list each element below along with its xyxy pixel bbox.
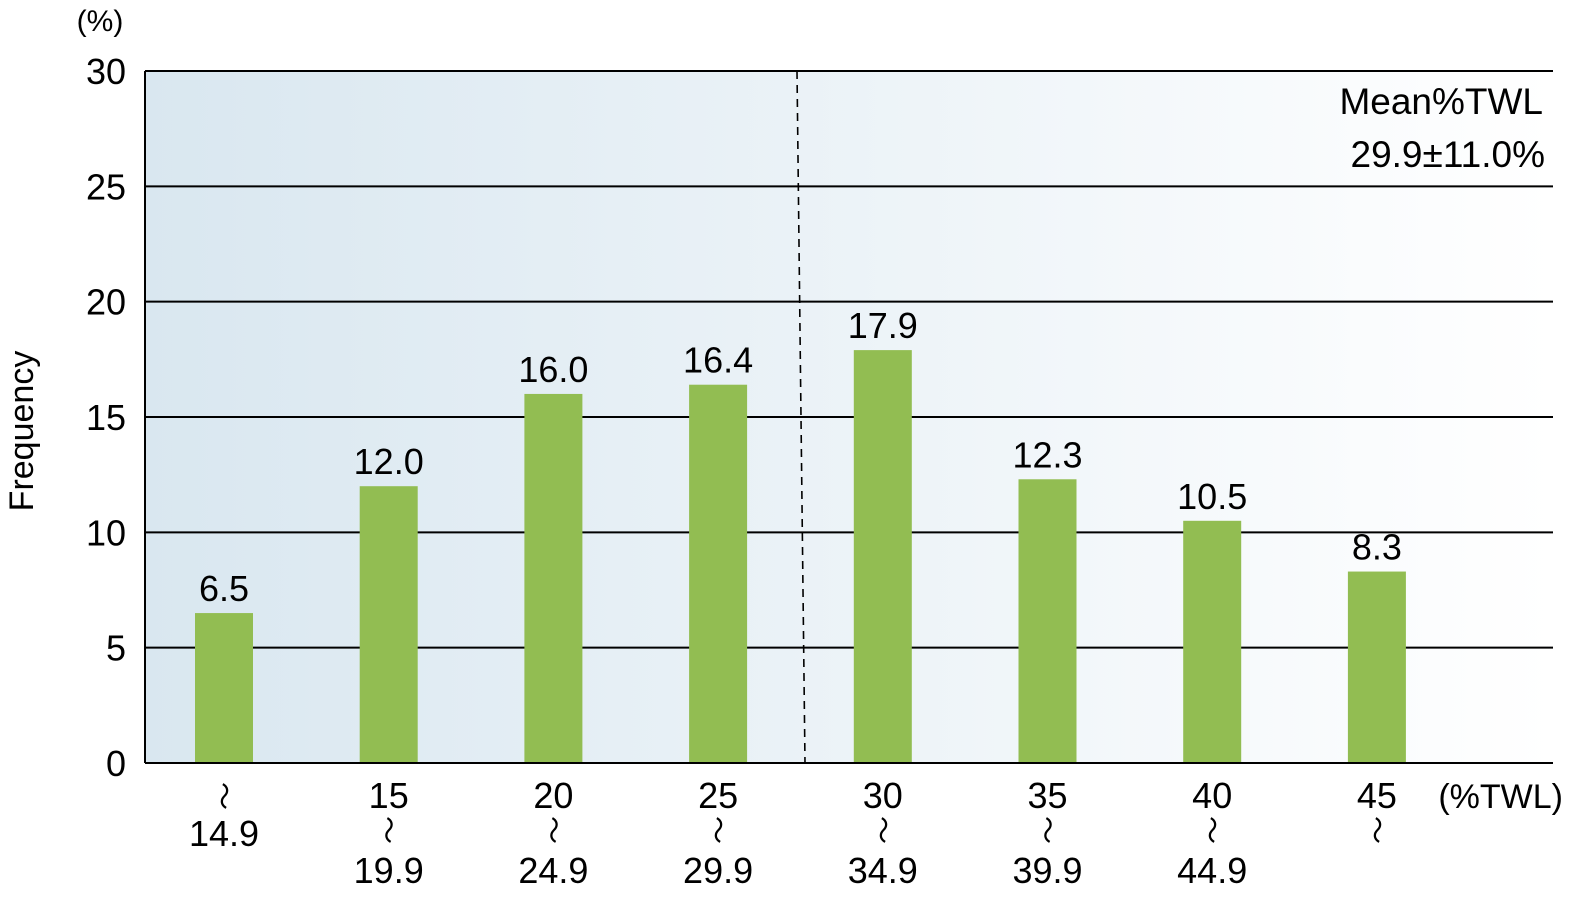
bar-value-label: 17.9 <box>848 305 918 346</box>
x-tick-low: 45 <box>1357 775 1397 816</box>
x-tick-range-mark: 〜 <box>1032 816 1063 844</box>
bar-value-labels: 6.5 12.0 16.0 16.4 17.9 12.3 10.5 8.3 <box>199 305 1402 609</box>
x-tick-range-mark: 〜 <box>867 816 898 844</box>
x-tick-high: 14.9 <box>189 813 259 854</box>
mean-annotation-value: 29.9±11.0% <box>1351 134 1546 175</box>
x-tick-range-mark: 〜 <box>208 782 239 810</box>
x-tick-low: 15 <box>369 775 409 816</box>
bars <box>195 350 1406 763</box>
mean-annotation-title: Mean%TWL <box>1339 81 1543 122</box>
bar <box>359 486 418 763</box>
bar-value-label: 8.3 <box>1352 527 1402 568</box>
x-tick-high: 39.9 <box>1012 850 1082 891</box>
x-tick-low: 20 <box>533 775 573 816</box>
bar <box>524 393 583 763</box>
bar <box>1347 571 1406 763</box>
x-tick-high: 34.9 <box>848 850 918 891</box>
x-tick-low: 30 <box>863 775 903 816</box>
x-tick-high: 24.9 <box>518 850 588 891</box>
bar <box>689 384 748 763</box>
x-tick-range-mark: 〜 <box>1196 816 1227 844</box>
y-tick-label: 5 <box>106 628 126 669</box>
mean-line <box>796 70 806 764</box>
x-tick-range-mark: 〜 <box>537 816 568 844</box>
x-tick-high: 19.9 <box>354 850 424 891</box>
x-tick-high: 29.9 <box>683 850 753 891</box>
x-tick-labels: 〜14.915〜19.920〜24.925〜29.930〜34.935〜39.9… <box>189 775 1397 891</box>
bar-value-label: 16.4 <box>683 340 753 381</box>
y-tick-label: 15 <box>86 397 126 438</box>
bar-value-label: 10.5 <box>1177 476 1247 517</box>
y-tick-label: 0 <box>106 743 126 784</box>
y-tick-label: 25 <box>86 166 126 207</box>
bar <box>1018 479 1077 763</box>
x-tick-range-mark: 〜 <box>702 816 733 844</box>
bar <box>1183 520 1242 763</box>
y-axis-label: Frequency <box>3 351 41 512</box>
x-tick-low: 35 <box>1027 775 1067 816</box>
x-tick-range-mark: 〜 <box>373 816 404 844</box>
x-tick-low: 25 <box>698 775 738 816</box>
x-axis-unit: (%TWL) <box>1438 778 1563 816</box>
bar-value-label: 16.0 <box>518 349 588 390</box>
y-tick-labels: 0 5 10 15 20 25 30 <box>86 51 126 784</box>
y-tick-label: 10 <box>86 512 126 553</box>
x-tick-high: 44.9 <box>1177 850 1247 891</box>
bar <box>195 613 253 763</box>
y-tick-label: 30 <box>86 51 126 92</box>
bar-value-label: 6.5 <box>199 568 249 609</box>
y-axis-unit: (%) <box>77 5 124 38</box>
bar <box>853 350 912 763</box>
y-tick-label: 20 <box>86 282 126 323</box>
bar-value-label: 12.0 <box>354 441 424 482</box>
x-tick-low: 40 <box>1192 775 1232 816</box>
bar-value-label: 12.3 <box>1012 434 1082 475</box>
x-tick-range-mark: 〜 <box>1361 816 1392 844</box>
